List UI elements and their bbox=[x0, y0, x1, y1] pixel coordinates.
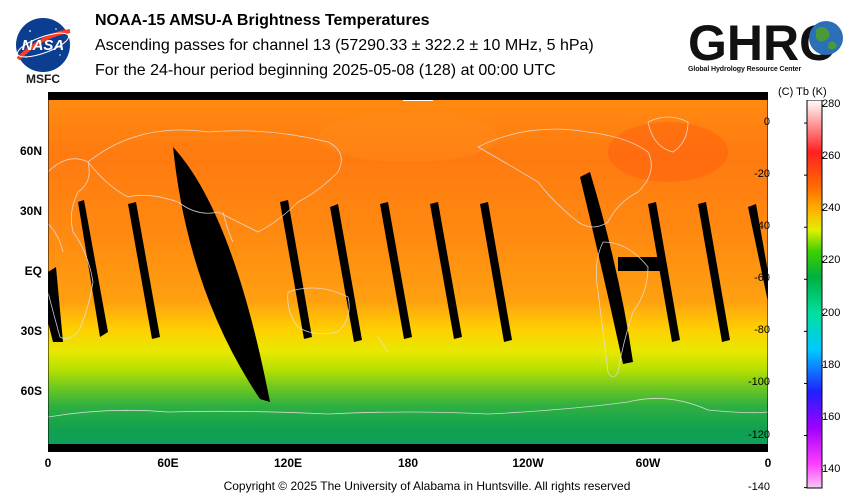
colorbar-kelvin-label: 240 bbox=[822, 202, 841, 215]
colorbar-ramp bbox=[806, 100, 823, 489]
lon-tick-label: 0 bbox=[44, 456, 52, 470]
ghrc-logo: GHRC bbox=[688, 15, 843, 71]
lon-tick-label: 0 bbox=[764, 456, 772, 470]
colorbar-celsius-label: -80 bbox=[754, 324, 770, 337]
chart-subtitle: Ascending passes for channel 13 (57290.3… bbox=[95, 37, 594, 54]
colorbar-kelvin-label: 280 bbox=[822, 98, 841, 111]
swath-gaps bbox=[48, 147, 768, 402]
nasa-label: MSFC bbox=[26, 72, 60, 86]
lat-tick-label: 30N bbox=[19, 204, 42, 218]
lon-tick-label: 60W bbox=[635, 456, 661, 470]
coastlines bbox=[48, 116, 768, 418]
ghrc-subtitle: Global Hydrology Resource Center bbox=[688, 66, 802, 73]
colorbar-kelvin-label: 260 bbox=[822, 150, 841, 163]
lon-tick-label: 120E bbox=[273, 456, 303, 470]
colorbar-kelvin-label: 200 bbox=[822, 306, 841, 319]
colorbar-celsius-label: -40 bbox=[754, 220, 770, 233]
colorbar-celsius-label: -60 bbox=[754, 272, 770, 285]
colorbar-celsius-label: -120 bbox=[747, 428, 770, 441]
colorbar-kelvin-label: 160 bbox=[822, 410, 841, 423]
chart-title: NOAA-15 AMSU-A Brightness Temperatures bbox=[95, 12, 430, 29]
lat-tick-label: 60N bbox=[19, 144, 42, 158]
colorbar-celsius-label: 0 bbox=[763, 116, 770, 129]
lon-tick-label: 60E bbox=[157, 456, 179, 470]
lon-tick-label: 180 bbox=[397, 456, 419, 470]
chart-period: For the 24-hour period beginning 2025-05… bbox=[95, 62, 556, 79]
lat-tick-label: 60S bbox=[20, 384, 42, 398]
colorbar-kelvin-label: 180 bbox=[822, 358, 841, 371]
brightness-map: ← bbox=[48, 92, 768, 452]
map-top-band bbox=[48, 92, 768, 100]
colorbar bbox=[804, 100, 823, 489]
lat-tick-label: EQ bbox=[24, 264, 42, 278]
copyright-notice: Copyright © 2025 The University of Alaba… bbox=[223, 479, 631, 493]
colorbar-celsius-label: -20 bbox=[754, 168, 770, 181]
colorbar-celsius-label: -140 bbox=[747, 480, 770, 493]
colorbar-kelvin-label: 140 bbox=[822, 462, 841, 475]
colorbar-header: (C) Tb (K) bbox=[778, 86, 827, 98]
nasa-wordmark: NASA bbox=[22, 37, 65, 54]
lon-tick-label: 120W bbox=[512, 456, 544, 470]
colorbar-kelvin-label: 220 bbox=[822, 254, 841, 267]
map-bottom-band bbox=[48, 444, 768, 452]
nasa-logo: NASA bbox=[16, 18, 71, 72]
colorbar-celsius-label: -100 bbox=[747, 376, 770, 389]
lat-tick-label: 30S bbox=[20, 324, 42, 338]
